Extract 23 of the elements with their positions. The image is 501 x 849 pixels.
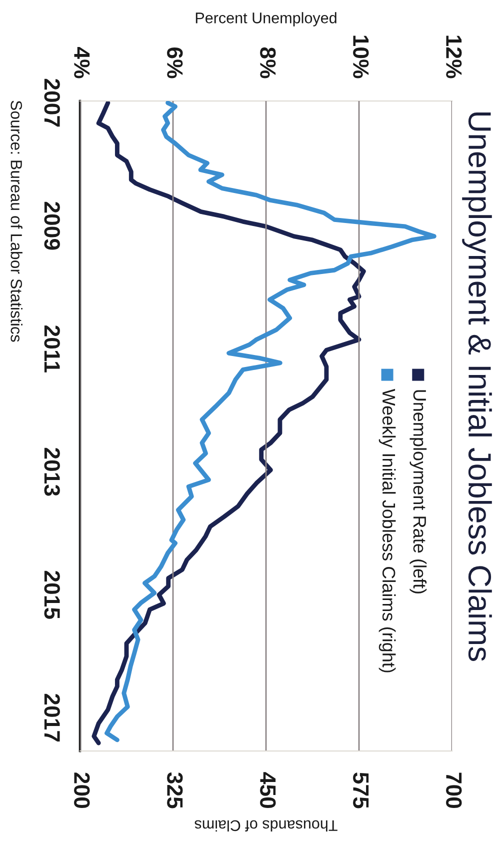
x2-tick-label: 12% xyxy=(446,36,462,78)
x-tick-label: 700 xyxy=(446,772,462,808)
x2-tick-label: 6% xyxy=(167,47,183,78)
y-tick-label: 2009 xyxy=(44,202,60,250)
y-tick-label: 2007 xyxy=(44,78,60,127)
source-note: Source: Bureau of Labor Statistics xyxy=(10,100,22,342)
legend-label: Unemployment Rate (left) xyxy=(410,390,427,594)
y-tick-label: 2015 xyxy=(44,570,60,619)
legend-label: Weekly Initial Jobless Claims (right) xyxy=(378,388,396,672)
x-tick-label: 575 xyxy=(353,772,369,808)
y-tick-label: 2011 xyxy=(44,325,60,372)
x2-tick-label: 10% xyxy=(353,36,369,78)
x-tick-label: 200 xyxy=(74,772,90,808)
x2-tick-label: 4% xyxy=(74,46,90,78)
x-tick-label: 450 xyxy=(260,772,276,808)
x-axis-title: Thousands of Claims xyxy=(194,820,338,832)
y-tick-label: 2013 xyxy=(44,448,60,496)
x2-axis-title: Percent Unemployed xyxy=(196,12,336,26)
x2-tick-label: 8% xyxy=(260,47,276,78)
y-tick-label: 2017 xyxy=(44,694,60,742)
x-tick-label: 325 xyxy=(167,772,183,808)
line-series xyxy=(104,101,436,742)
text: Unemployment & Initial Jobless Claims xyxy=(462,112,492,661)
